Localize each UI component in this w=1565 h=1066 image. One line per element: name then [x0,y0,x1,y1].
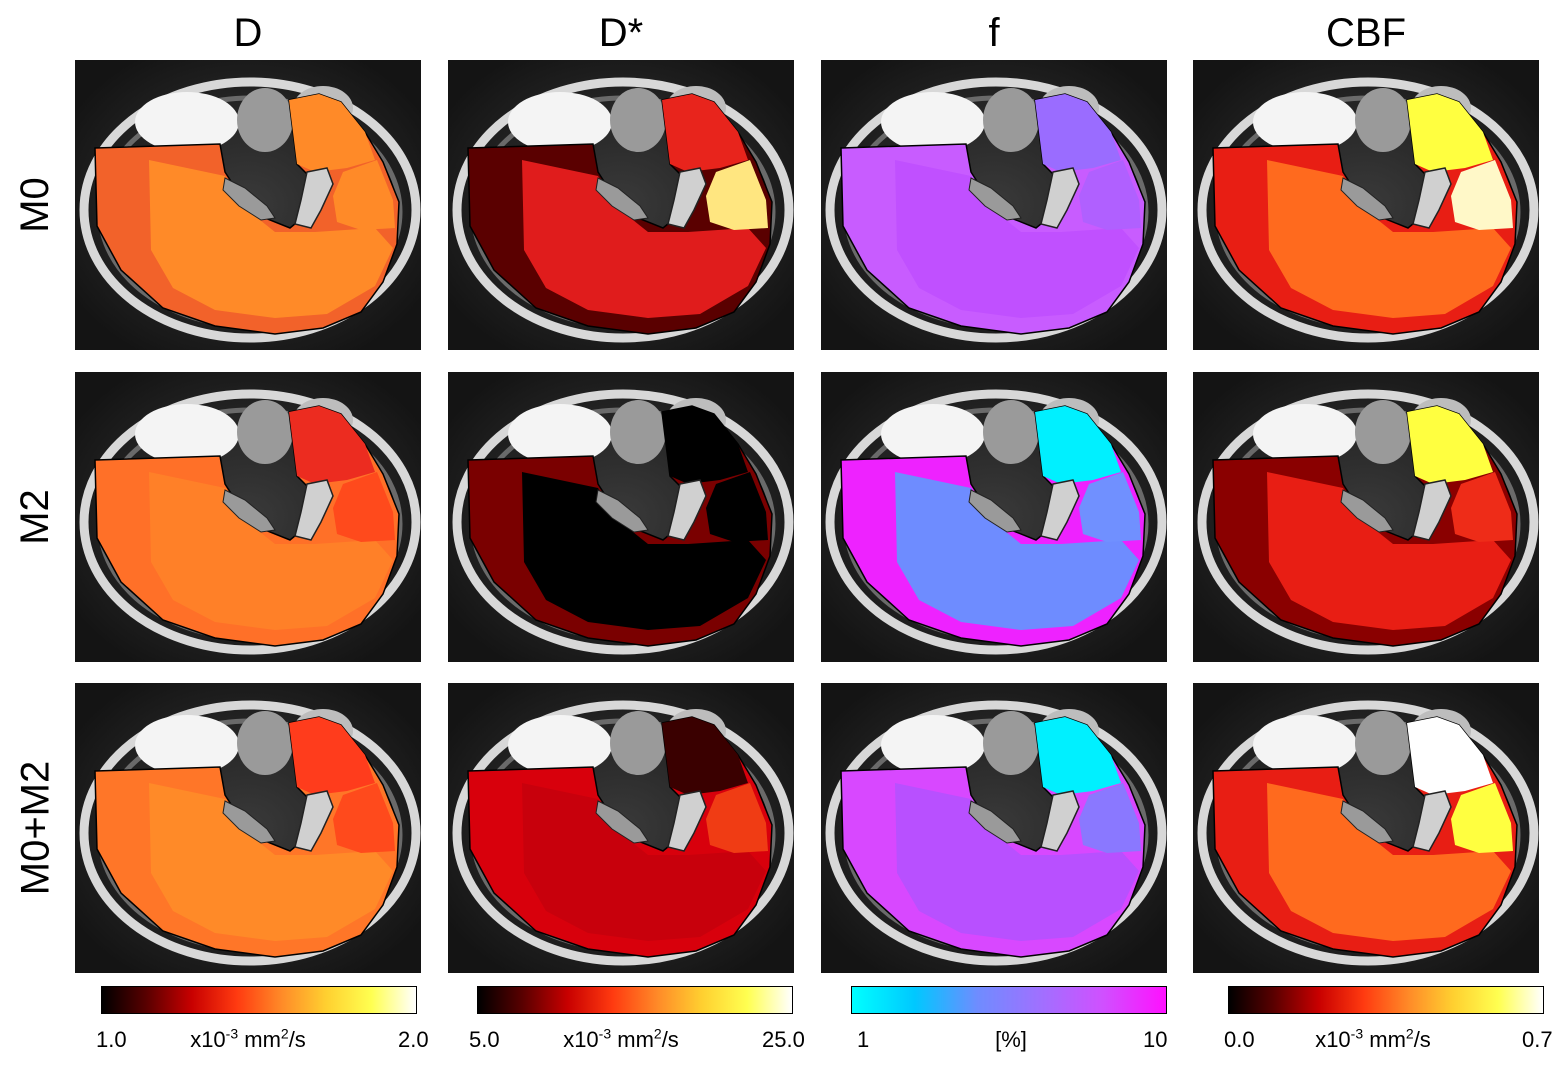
map-panel-m0-m2-cbf [1193,683,1539,973]
colorbar-d-star-unit: x10-3 mm2/s [563,1025,679,1052]
map-panel-m2-d [75,372,421,662]
column-title-d: D [233,11,263,55]
colorbar-cbf-min: 0.0 [1224,1027,1255,1052]
map-panel-m0-d [75,60,421,350]
colorbar-cbf-max: 0.7 [1522,1027,1553,1052]
map-panel-m0-m2-d [75,683,421,973]
map-panel-m0-f [821,60,1167,350]
row-label-m2: M2 [12,489,57,545]
column-title-cbf: CBF [1326,11,1406,55]
colorbar-f-max: 10 [1143,1027,1168,1052]
map-panel-m2-cbf [1193,372,1539,662]
map-panel-m0-cbf [1193,60,1539,350]
colorbar-cbf-unit: x10-3 mm2/s [1315,1025,1431,1052]
column-title-f: f [988,11,1000,55]
column-title-d-star: D* [598,11,644,55]
colorbar-d-min: 1.0 [96,1027,127,1052]
row-label-m0-m2: M0+M2 [13,760,57,896]
colorbar-f-unit: [%] [995,1027,1027,1052]
map-panel-m2-d-star [448,372,794,662]
colorbar-f [851,986,1167,1014]
colorbar-cbf [1228,986,1544,1014]
colorbar-d-star-max: 25.0 [762,1027,805,1052]
map-panel-m0-m2-f [821,683,1167,973]
colorbar-d-star [477,986,793,1014]
map-panel-m2-f [821,372,1167,662]
colorbar-d [101,986,417,1014]
map-panel-m0-m2-d-star [448,683,794,973]
colorbar-f-min: 1 [857,1027,870,1052]
colorbar-d-unit: x10-3 mm2/s [190,1025,306,1052]
row-label-m0: M0 [12,177,57,233]
map-panel-m0-d-star [448,60,794,350]
colorbar-d-max: 2.0 [398,1027,429,1052]
colorbar-d-star-min: 5.0 [469,1027,500,1052]
